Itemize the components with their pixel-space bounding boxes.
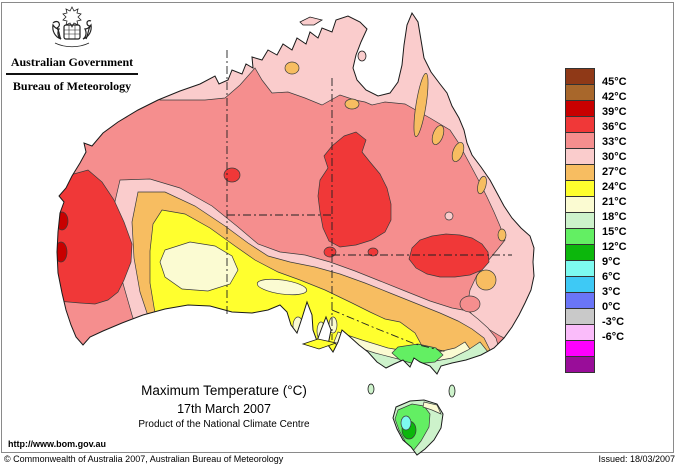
region-tas-9-12 xyxy=(400,415,412,431)
header-divider xyxy=(6,73,138,75)
bureau-title: Bureau of Meteorology xyxy=(12,79,132,93)
legend-swatch-tm6_m3 xyxy=(565,340,595,357)
region-27-30-qld-coast-b xyxy=(451,142,465,162)
region-27-30-nsw-coast-a xyxy=(497,228,507,242)
legend-label-18: 18°C xyxy=(602,211,627,223)
legend-swatch-t30_33 xyxy=(565,148,595,165)
map-date: 17th March 2007 xyxy=(177,402,271,416)
legend-label--3: -3°C xyxy=(602,316,625,328)
region-36-39-spot-border xyxy=(223,167,241,183)
legend-label-27: 27°C xyxy=(602,166,627,178)
legend-swatch-t39_42 xyxy=(565,100,595,117)
region-36-39-spot-b xyxy=(367,247,379,257)
legend-swatch-t18_21 xyxy=(565,212,595,229)
legend-swatch-t0_3 xyxy=(565,308,595,325)
legend: 45°C 42°C 39°C 36°C 33°C 30°C 27°C 24°C 21°C 18°C… xyxy=(565,68,660,373)
map-product: Product of the National Climate Centre xyxy=(138,419,310,430)
legend-label-24: 24°C xyxy=(602,181,627,193)
region-39-42-spot-a xyxy=(57,211,69,231)
legend-swatch-t27_30 xyxy=(565,164,595,181)
legend-label-6: 6°C xyxy=(602,271,621,283)
legend-label-15: 15°C xyxy=(602,226,627,238)
region-27-30-capeyork-coast xyxy=(413,73,429,137)
region-36-39-east xyxy=(408,233,490,278)
region-39-42-spot-b xyxy=(57,241,68,263)
agency-header: Australian Government Bureau of Meteorol… xyxy=(6,3,138,94)
legend-swatch-t12_15 xyxy=(565,244,595,261)
region-21-24-inland-wa xyxy=(159,241,239,292)
legend-swatch-t9_12 xyxy=(565,260,595,277)
legend-swatch-tm3_0 xyxy=(565,324,595,341)
region-27-30-qld-coast-a xyxy=(431,125,445,145)
tasmania-coastline xyxy=(392,399,444,456)
page-border xyxy=(1,2,674,453)
legend-label-39: 39°C xyxy=(602,106,627,118)
region-21-24-bight-coast xyxy=(256,278,308,296)
legend-swatch-t15_18 xyxy=(565,228,595,245)
title-block: Maximum Temperature (°C) 17th March 2007… xyxy=(104,383,344,430)
region-36-39-west-coast xyxy=(57,169,133,305)
region-27-30-darwin xyxy=(284,61,300,75)
legend-swatch-t24_27 xyxy=(565,180,595,197)
legend-swatch-column xyxy=(565,68,595,373)
bom-url: http://www.bom.gov.au xyxy=(8,439,106,449)
legend-swatch-t42_45 xyxy=(565,84,595,101)
government-title: Australian Government xyxy=(10,55,134,69)
legend-label-12: 12°C xyxy=(602,241,627,253)
legend-label-42: 42°C xyxy=(602,91,627,103)
region-21-24-adelaide xyxy=(328,316,338,334)
legend-label-3: 3°C xyxy=(602,286,621,298)
map-title: Maximum Temperature (°C) xyxy=(141,383,307,398)
king-island xyxy=(367,383,375,395)
legend-swatch-t33_36 xyxy=(565,132,595,149)
region-30-33-hole xyxy=(444,211,454,221)
kangaroo-island xyxy=(301,338,338,350)
legend-label-36: 36°C xyxy=(602,121,627,133)
groote-eylandt xyxy=(357,50,367,62)
legend-label-45: 45°C xyxy=(602,76,627,88)
coat-of-arms-icon xyxy=(52,6,92,48)
region-15-18-vic-dot xyxy=(362,367,370,374)
legend-label-30: 30°C xyxy=(602,151,627,163)
issued-date: Issued: 18/03/2007 xyxy=(598,454,675,464)
region-36-39-spot-a xyxy=(323,246,337,258)
flinders-island xyxy=(448,384,456,398)
legend-swatch-t3_6 xyxy=(565,292,595,309)
legend-swatch-t45_up xyxy=(565,68,595,85)
legend-label-9: 9°C xyxy=(602,256,621,268)
melville-island xyxy=(299,16,324,26)
legend-label--6: -6°C xyxy=(602,331,625,343)
legend-swatch-t36_39 xyxy=(565,116,595,133)
region-27-30-nsw-coast-b xyxy=(475,269,497,291)
region-tas-21-24-ne xyxy=(422,401,442,415)
legend-label-21: 21°C xyxy=(602,196,627,208)
mainland-coastline xyxy=(56,11,535,375)
legend-label-33: 33°C xyxy=(602,136,627,148)
legend-swatch-t_below_m6 xyxy=(565,356,595,373)
copyright-text: © Commonwealth of Australia 2007, Austra… xyxy=(4,454,284,464)
region-27-30-gulf xyxy=(344,98,360,110)
legend-swatch-t21_24 xyxy=(565,196,595,213)
region-36-39-central xyxy=(317,131,392,248)
legend-swatch-t6_9 xyxy=(565,276,595,293)
region-27-30-qld-coast-c xyxy=(477,175,487,195)
state-borders xyxy=(226,50,512,353)
legend-label-0: 0°C xyxy=(602,301,621,313)
region-15-18-vic-alps xyxy=(391,343,444,365)
region-33-36-nsw-spot xyxy=(459,295,481,313)
